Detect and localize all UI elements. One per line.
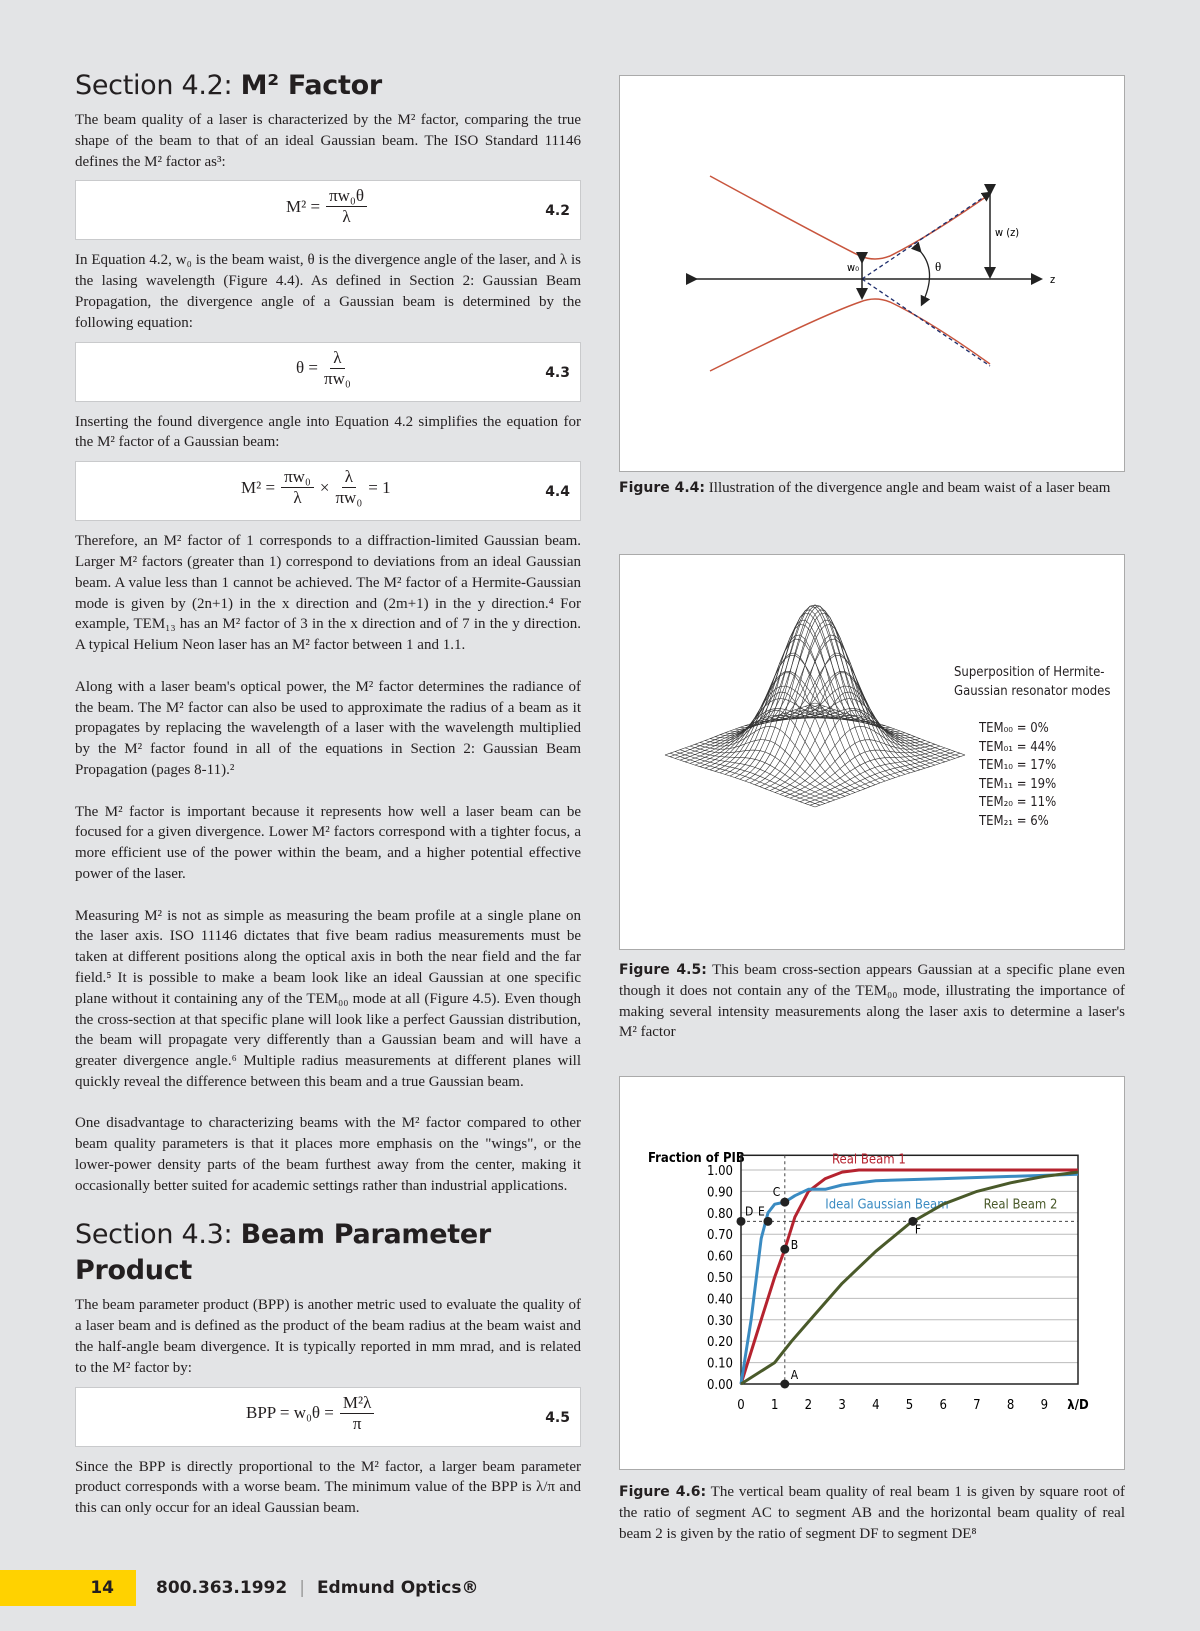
mesh-line [674,751,826,804]
point-label: C [773,1185,781,1199]
section-4-3-title: Section 4.3: Beam Parameter Product [75,1219,491,1287]
series-label: Real Beam 2 [984,1198,1058,1213]
paragraph: The beam quality of a laser is character… [75,112,581,170]
mesh-line [809,752,961,806]
equation-4-5: BPP = w₀θ = M²λ π 4.5 [75,1386,581,1447]
mesh-line [774,709,926,793]
x-tick-label: 5 [906,1398,913,1413]
mesh-line [794,747,946,801]
y-tick-label: 1.00 [707,1164,733,1179]
mesh-line [679,749,831,802]
paragraph: The beam parameter product (BPP) is anot… [75,1297,581,1376]
page-number: 14 [0,1570,136,1606]
y-tick-label: 0.10 [707,1357,733,1372]
footer: 14 800.363.1992 | Edmund Optics® [0,1570,479,1606]
figure-4-4: w₀ θ w (z) z [619,75,1125,472]
beam-divergence-diagram: w₀ θ w (z) z [686,175,1055,372]
mesh-line [679,707,831,761]
brand: Edmund Optics® [316,1578,479,1598]
figure-4-4-caption: Figure 4.4: Illustration of the divergen… [619,480,1111,496]
mesh-line [749,612,901,777]
mesh-line [799,707,951,761]
figure-4-5-caption: Figure 4.5: This beam cross-section appe… [619,962,1125,1041]
y-tick-label: 0.50 [707,1271,733,1286]
paragraph: The M² factor is important because it re… [75,803,581,882]
x-tick-label: 8 [1007,1398,1014,1413]
equation-4-3: θ = λ πw₀ 4.3 [75,341,581,402]
point-label: A [791,1368,799,1382]
x-tick-label: 9 [1041,1398,1048,1413]
point-label: E [758,1204,765,1218]
mesh-line [684,747,836,801]
equation-4-4: M² = πw₀ λ × λ πw₀ = 1 4.4 [75,461,581,522]
svg-text:w₀: w₀ [847,261,859,274]
equation-4-2: M² = πw₀θ λ 4.2 [75,180,581,241]
y-axis-label: Fraction of PIB [648,1151,745,1166]
paragraph: Along with a laser beam's optical power,… [75,678,581,778]
paragraph: One disadvantage to characterizing beams… [75,1115,581,1194]
paragraph: Inserting the found divergence angle int… [75,413,581,451]
point-F [908,1216,918,1226]
y-tick-label: 0.90 [707,1185,733,1200]
mesh-title: Superposition of Hermite- Gaussian resona… [954,665,1111,699]
mesh-line [669,752,821,806]
point-label: F [915,1222,921,1236]
y-tick-label: 0.20 [707,1335,733,1350]
phone: 800.363.1992 [156,1578,288,1598]
y-tick-label: 0.80 [707,1207,733,1222]
svg-text:θ: θ [935,259,941,274]
mesh-line [664,754,816,808]
mesh-line [729,612,881,777]
mesh-line [704,709,856,793]
x-tick-label: 7 [973,1398,980,1413]
figure-4-6-caption: Figure 4.6: The vertical beam quality of… [619,1484,1125,1542]
paragraph: Therefore, an M² factor of 1 corresponds… [75,533,581,654]
plot-frame [740,1154,1079,1385]
x-tick-label: 1 [771,1398,778,1413]
section-4-2-title: Section 4.2: M² Factor [75,70,382,101]
gaussian-mesh-plot [664,604,966,808]
series-line [739,1172,1079,1385]
mesh-line [814,754,966,808]
mode-list: TEM₀₀ = 0% TEM₀₁ = 44% TEM₁₀ = 17% TEM₁₁ = … [979,721,1057,829]
paragraph: Since the BPP is directly proportional t… [75,1458,581,1517]
series-line [740,1170,1079,1386]
left-column: Section 4.2: M² Factor The beam quality … [75,68,581,1540]
y-tick-label: 0.00 [707,1378,733,1393]
pib-chart: 0.00 0.10 0.20 0.30 0.40 0.50 0.60 0.70 0.80 0.90… [648,1151,1089,1413]
series-line [739,1168,1078,1385]
y-tick-label: 0.40 [707,1292,733,1307]
point-E [763,1216,773,1226]
mesh-line [804,751,956,804]
mesh-line [799,749,951,802]
point-B [780,1244,790,1254]
x-tick-label: 6 [939,1398,946,1413]
point-A [780,1379,790,1389]
series-label: Ideal Gaussian Beam [825,1198,948,1213]
point-D [736,1216,746,1226]
y-tick-label: 0.30 [707,1314,733,1329]
point-C [780,1197,790,1207]
y-tick-label: 0.70 [707,1228,733,1243]
x-tick-label: 0 [737,1398,744,1413]
mesh-line [739,604,891,780]
paragraph: Measuring M² is not as simple as measuri… [75,907,581,1090]
point-label: B [791,1238,798,1252]
x-tick-label: 2 [805,1398,812,1413]
mesh-line [739,604,891,780]
svg-text:z: z [1050,273,1055,286]
point-label: D [745,1204,753,1218]
x-axis-label: λ/D [1067,1398,1089,1413]
mesh-line [689,745,841,799]
x-tick-label: 4 [872,1398,879,1413]
svg-text:w (z): w (z) [995,226,1019,239]
beam-lower-edge [709,298,991,372]
figure-4-5: Superposition of Hermite- Gaussian resona… [619,554,1125,950]
y-tick-label: 0.60 [707,1250,733,1265]
figure-4-6: 0.00 0.10 0.20 0.30 0.40 0.50 0.60 0.70 0.80 0.90… [619,1076,1125,1470]
beam-upper-edge [709,175,991,260]
x-tick-label: 3 [838,1398,845,1413]
paragraph: In Equation 4.2, w₀ is the beam waist, θ… [75,252,581,331]
series-label: Real Beam 1 [832,1153,906,1168]
